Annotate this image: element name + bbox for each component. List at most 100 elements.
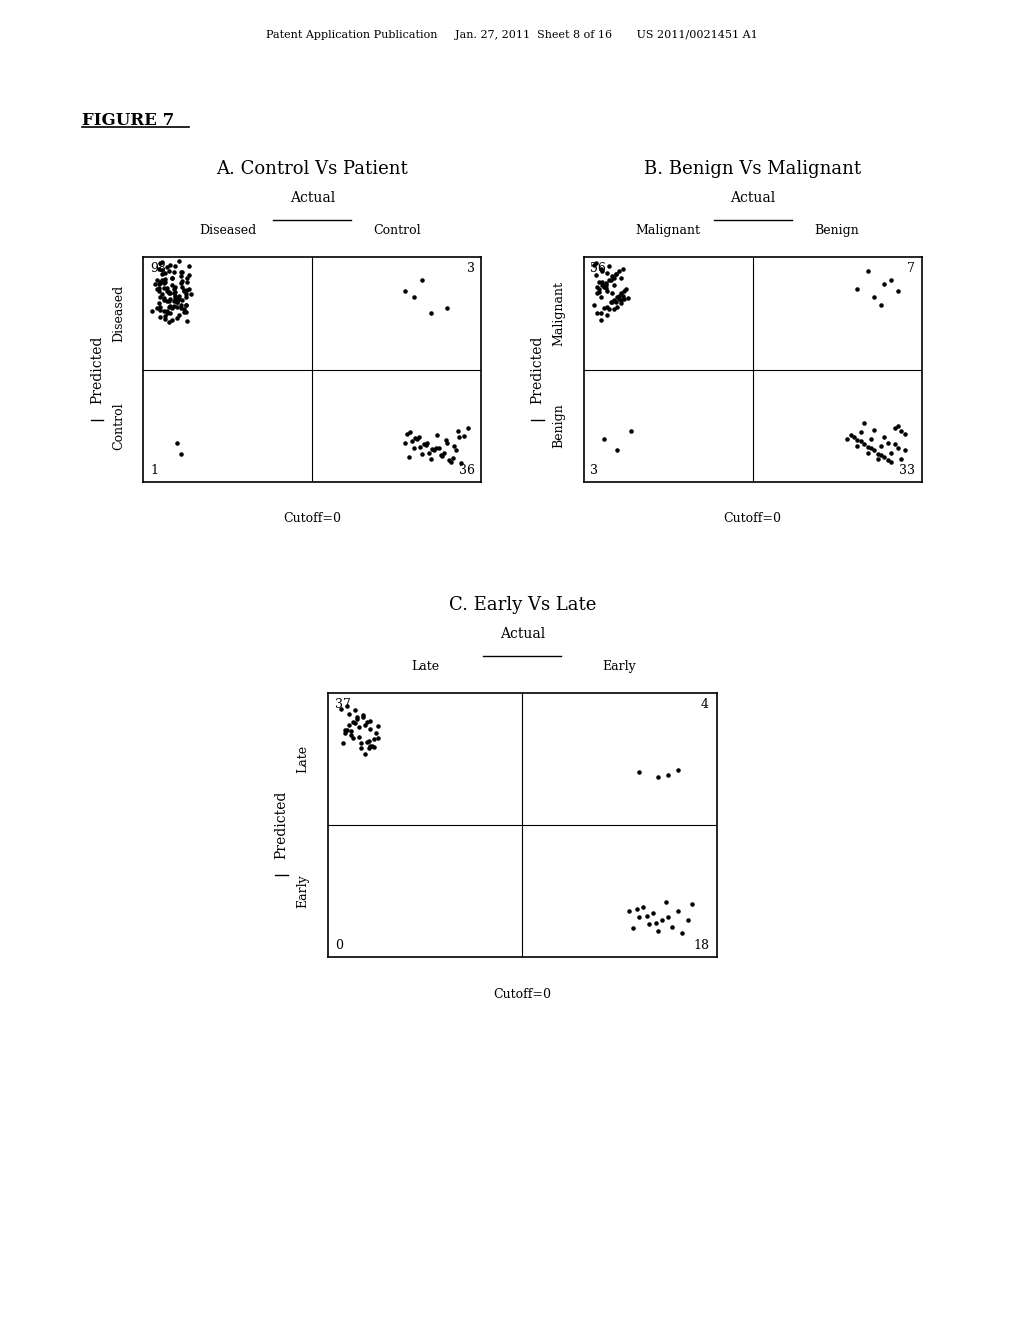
Point: [154, 251, 170, 272]
Point: [436, 442, 453, 463]
Point: [177, 294, 194, 315]
Point: [162, 296, 178, 317]
Point: [153, 252, 169, 273]
Text: 1: 1: [151, 465, 158, 478]
Point: [631, 907, 647, 928]
Point: [418, 434, 434, 455]
Point: [162, 255, 178, 276]
Point: [164, 297, 180, 318]
Text: 3: 3: [591, 465, 598, 478]
Point: [151, 280, 167, 301]
Point: [148, 279, 165, 300]
Point: [350, 717, 367, 738]
Point: [641, 913, 657, 935]
Point: [151, 293, 167, 314]
Point: [352, 733, 369, 754]
Text: 3: 3: [467, 261, 474, 275]
Point: [594, 260, 610, 281]
Point: [179, 272, 196, 293]
Point: [631, 762, 647, 783]
Point: [179, 267, 196, 288]
Point: [156, 277, 172, 298]
Point: [369, 722, 385, 743]
Point: [159, 277, 175, 298]
Point: [159, 257, 175, 279]
Text: 56: 56: [591, 261, 606, 275]
Point: [592, 302, 608, 323]
Point: [437, 430, 454, 451]
Point: [599, 280, 615, 301]
Point: [172, 444, 188, 465]
Point: [176, 280, 193, 301]
Point: [169, 292, 185, 313]
Point: [421, 442, 437, 463]
Point: [356, 743, 373, 764]
Point: [167, 256, 183, 277]
Point: [594, 275, 610, 296]
Point: [147, 273, 164, 294]
Point: [174, 276, 190, 297]
Point: [839, 429, 855, 450]
Text: Cutoff=0: Cutoff=0: [724, 512, 781, 525]
Point: [883, 451, 899, 473]
Point: [153, 273, 169, 294]
Point: [849, 279, 865, 300]
Point: [161, 260, 177, 281]
Point: [179, 280, 196, 301]
Point: [594, 272, 610, 293]
Point: [153, 286, 169, 308]
Point: [434, 445, 451, 466]
Point: [616, 288, 633, 309]
Point: [409, 429, 425, 450]
Point: [153, 296, 169, 317]
Point: [161, 290, 177, 312]
Point: [887, 417, 903, 438]
Point: [650, 767, 667, 788]
Point: [880, 432, 896, 453]
Point: [343, 725, 359, 746]
Point: [859, 442, 876, 463]
Point: [397, 280, 414, 301]
Point: [358, 731, 375, 752]
Point: [423, 302, 439, 323]
Text: Actual: Actual: [290, 191, 335, 206]
Point: [599, 263, 615, 284]
Text: Benign: Benign: [815, 224, 859, 238]
Point: [674, 923, 690, 944]
Text: Control: Control: [373, 224, 421, 238]
Point: [866, 420, 883, 441]
Point: [592, 310, 608, 331]
Point: [620, 288, 636, 309]
Point: [402, 422, 419, 444]
Point: [606, 289, 623, 310]
Point: [599, 304, 615, 325]
Point: [869, 449, 886, 470]
Point: [154, 284, 170, 305]
Point: [614, 285, 631, 306]
Text: Malignant: Malignant: [552, 281, 565, 346]
Point: [664, 916, 680, 937]
Point: [444, 447, 461, 469]
Point: [601, 256, 617, 277]
Point: [589, 282, 605, 304]
Text: FIGURE 7: FIGURE 7: [82, 112, 174, 129]
Point: [335, 733, 351, 754]
Point: [880, 450, 896, 471]
Point: [157, 305, 173, 326]
Point: [853, 422, 869, 444]
Point: [849, 436, 865, 457]
Point: [589, 276, 605, 297]
Point: [148, 297, 165, 318]
Text: Late: Late: [296, 744, 309, 774]
Point: [151, 277, 167, 298]
Point: [866, 286, 883, 308]
Point: [413, 437, 429, 458]
Point: [654, 909, 671, 931]
Point: [162, 288, 178, 309]
Point: [460, 417, 476, 438]
Point: [166, 279, 182, 300]
Point: [890, 438, 906, 459]
Text: 36: 36: [459, 465, 474, 478]
Point: [883, 442, 899, 463]
Text: Cutoff=0: Cutoff=0: [494, 987, 551, 1001]
